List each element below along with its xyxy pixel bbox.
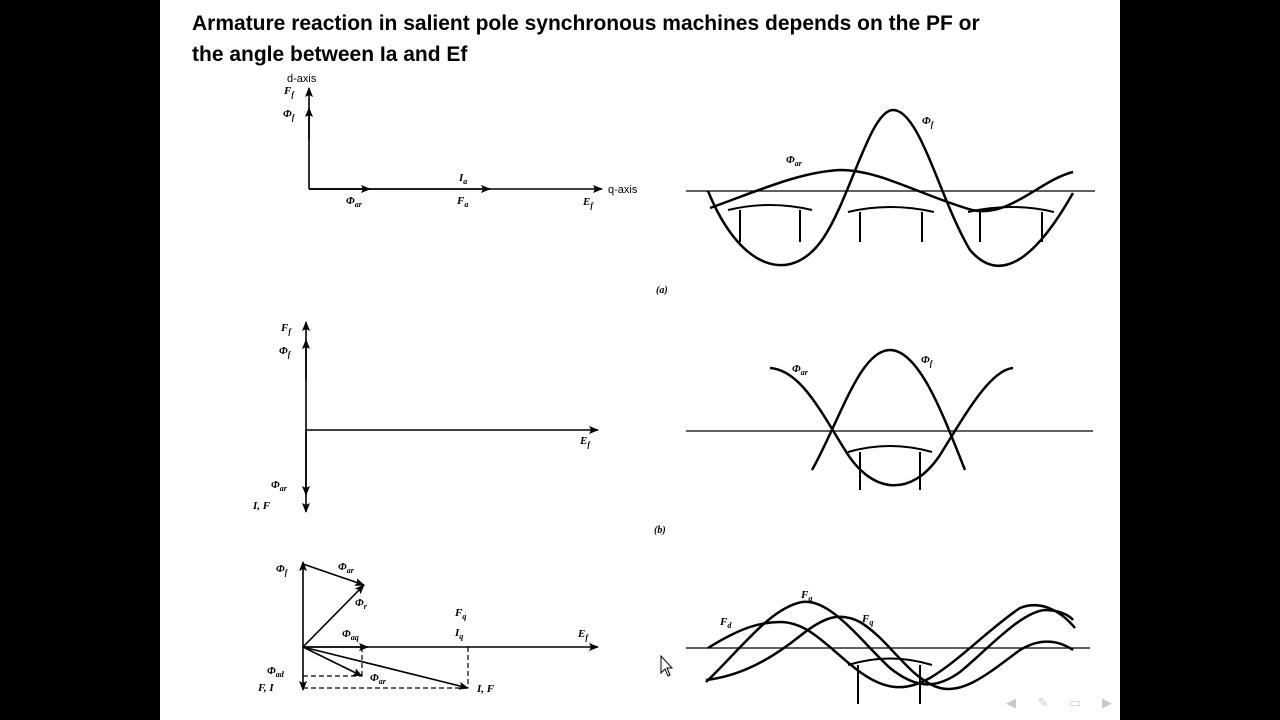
label-a-ia: Ia	[458, 172, 467, 186]
label-b-ef: Ef	[579, 435, 591, 449]
pole-a-2	[847, 206, 935, 242]
phi-f-wave-a	[706, 108, 1075, 268]
label-c-phiaq: Φaq	[342, 628, 359, 642]
phasor-diagram-a	[305, 87, 603, 193]
label-c-fdid: F, I	[257, 682, 274, 694]
label-c-fq: Fq	[454, 607, 466, 621]
next-slide-icon[interactable]: ▶	[1102, 695, 1112, 711]
caption-b: (b)	[654, 525, 666, 536]
label-b-phiar: Φar	[271, 479, 288, 493]
phasor-diagram-b	[302, 321, 599, 513]
pole-c	[847, 657, 933, 704]
title-line-1: Armature reaction in salient pole synchr…	[192, 12, 980, 35]
ia-arrow-c	[302, 646, 469, 690]
pole-a-1	[727, 204, 813, 242]
label-c-phiar: Φar	[338, 561, 355, 575]
label-a-ef: Ef	[582, 196, 594, 210]
label-c-iq: Iq	[454, 627, 463, 641]
label-ra-phiar: Φar	[786, 154, 803, 168]
previous-slide-icon[interactable]: ◀	[1006, 695, 1016, 711]
label-rc-fd: Fd	[719, 616, 732, 630]
d-axis-label: d-axis	[287, 73, 317, 85]
label-b-iafa: I, F	[252, 500, 271, 512]
phi-ar-arrow-c	[302, 563, 365, 586]
slide: Armature reaction in salient pole synchr…	[160, 0, 1120, 720]
label-rb-phif: Φf	[921, 354, 934, 368]
slideshow-toolbar: ◀ ✎ ▭ ▶	[1000, 692, 1120, 714]
phi-ar-wave-b	[769, 366, 1014, 487]
label-a-phif: Φf	[283, 108, 296, 122]
slide-title: Armature reaction in salient pole synchr…	[192, 8, 1092, 70]
label-ra-phif: Φf	[922, 115, 935, 129]
pole-a-3	[967, 206, 1055, 242]
label-b-phif: Φf	[279, 345, 292, 359]
label-b-ff: Ff	[280, 322, 292, 336]
phi-r-arrow-c	[302, 584, 365, 648]
armature-reaction-figure: d-axis q-axis Ff Φf Φar Ia Fa Ef Φf Φar …	[252, 73, 1095, 704]
label-c-ef: Ef	[577, 628, 589, 642]
slide-menu-icon[interactable]: ▭	[1068, 695, 1082, 711]
caption-a: (a)	[656, 285, 668, 296]
pen-icon[interactable]: ✎	[1037, 695, 1049, 711]
mouse-cursor-icon	[660, 654, 674, 677]
label-rc-fq: Fq	[861, 613, 873, 627]
label-c-iafa: I, F	[476, 683, 495, 695]
label-c-phir: Φr	[355, 597, 368, 611]
q-axis-label: q-axis	[608, 184, 638, 196]
label-rb-phiar: Φar	[792, 363, 809, 377]
title-line-2: the angle between Ia and Ef	[192, 43, 468, 66]
phi-f-wave-b	[810, 348, 967, 471]
label-a-ff: Ff	[283, 85, 295, 99]
phi-ar2-arrow-c	[302, 646, 363, 677]
fd-wave	[707, 603, 1076, 689]
phi-ar-wave-a	[709, 168, 1074, 213]
waveform-a	[686, 108, 1095, 268]
fq-wave	[705, 615, 1074, 691]
pole-b	[847, 445, 933, 490]
label-c-phiad: Φad	[267, 665, 285, 679]
label-a-fa: Fa	[456, 195, 468, 209]
label-c-phif: Φf	[276, 563, 289, 577]
label-rc-fa: Fa	[800, 589, 812, 603]
fa-wave	[705, 600, 1074, 686]
label-a-phiar: Φar	[346, 195, 363, 209]
waveform-c	[686, 600, 1090, 704]
waveform-b	[686, 348, 1093, 490]
phasor-diagram-c	[299, 561, 599, 691]
label-c-phiar2: Φar	[370, 672, 387, 686]
